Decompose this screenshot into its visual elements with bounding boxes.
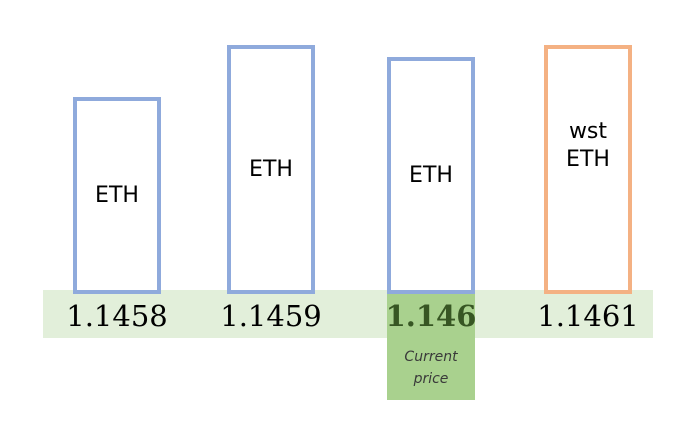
price-label-4: 1.1461 bbox=[537, 299, 639, 333]
bar-label: ETH bbox=[409, 162, 453, 188]
bar-label: wst ETH bbox=[566, 118, 610, 172]
price-label-1: 1.1458 bbox=[66, 299, 168, 333]
eth-bar-2: ETH bbox=[227, 45, 315, 294]
price-band bbox=[43, 290, 653, 338]
current-price-caption: Current price bbox=[404, 349, 458, 387]
bar-label: ETH bbox=[249, 156, 293, 182]
wsteth-bar: wst ETH bbox=[544, 45, 632, 294]
current-price-highlight bbox=[387, 290, 475, 400]
eth-bar-1: ETH bbox=[73, 97, 161, 294]
price-label-2: 1.1459 bbox=[220, 299, 322, 333]
current-price-label: 1.146 bbox=[385, 299, 477, 333]
eth-bar-3: ETH bbox=[387, 57, 475, 294]
bar-label: ETH bbox=[95, 182, 139, 208]
